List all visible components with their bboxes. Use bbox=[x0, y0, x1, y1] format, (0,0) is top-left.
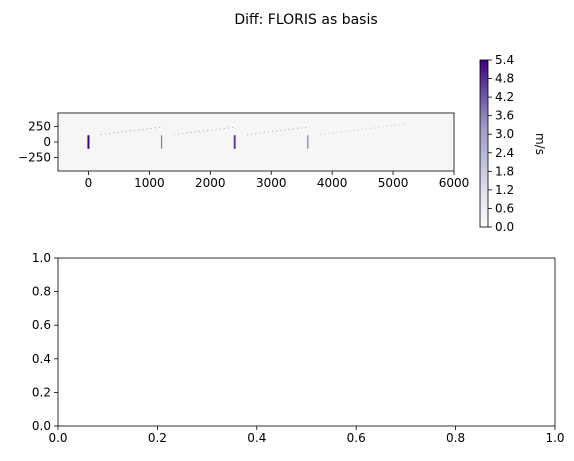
empty-axes: 0.0 0.2 0.4 0.6 0.8 1.0 0.0 0.2 0.4 0.6 0.8 1.0 bbox=[32, 251, 565, 445]
x-tick-label: 1000 bbox=[134, 176, 165, 190]
wake-trace bbox=[319, 123, 406, 136]
y-tick-label: −250 bbox=[18, 150, 51, 164]
colorbar-tick-label: 1.2 bbox=[495, 183, 514, 197]
colorbar-gradient bbox=[479, 59, 489, 228]
y-tick-label: 0.0 bbox=[32, 419, 51, 433]
colorbar-label: m/s bbox=[533, 133, 547, 155]
heatmap-background bbox=[58, 113, 454, 171]
y-tick-label: 0.4 bbox=[32, 352, 51, 366]
empty-axes-frame bbox=[57, 257, 556, 427]
wake-trace bbox=[246, 126, 308, 136]
colorbar-tick-label: 0.6 bbox=[495, 201, 514, 215]
colorbar-tick-label: 3.0 bbox=[495, 127, 514, 141]
heatmap-x-axis: 0 1000 2000 3000 4000 5000 6000 bbox=[85, 171, 470, 190]
wake-traces bbox=[100, 123, 406, 136]
colorbar-tick-label: 4.8 bbox=[495, 72, 514, 86]
x-tick-label: 0.6 bbox=[347, 431, 366, 445]
x-tick-label: 6000 bbox=[439, 176, 470, 190]
x-tick-label: 5000 bbox=[378, 176, 409, 190]
x-tick-label: 0.0 bbox=[48, 431, 67, 445]
x-tick-label: 2000 bbox=[195, 176, 226, 190]
y-tick-label: 0.8 bbox=[32, 285, 51, 299]
colorbar-tick-label: 2.4 bbox=[495, 146, 514, 160]
y-tick-label: 0.2 bbox=[32, 385, 51, 399]
colorbar-tick-label: 4.2 bbox=[495, 90, 514, 104]
x-tick-label: 0 bbox=[85, 176, 93, 190]
colorbar-ticks: 0.0 0.6 1.2 1.8 2.4 3.0 3.6 4.2 4.8 5.4 bbox=[488, 53, 514, 234]
wake-trace bbox=[173, 126, 235, 136]
x-tick-label: 0.4 bbox=[247, 431, 266, 445]
colorbar: 0.0 0.6 1.2 1.8 2.4 3.0 3.6 4.2 4.8 5.4 m/s bbox=[479, 53, 547, 234]
empty-axes-y-axis: 0.0 0.2 0.4 0.6 0.8 1.0 bbox=[32, 251, 58, 433]
y-tick-label: 0.6 bbox=[32, 318, 51, 332]
colorbar-tick-label: 3.6 bbox=[495, 109, 514, 123]
turbine-markers bbox=[87, 135, 309, 149]
colorbar-tick-label: 0.0 bbox=[495, 220, 514, 234]
figure-title: Diff: FLORIS as basis bbox=[234, 12, 377, 28]
x-tick-label: 1.0 bbox=[545, 431, 564, 445]
x-tick-label: 4000 bbox=[317, 176, 348, 190]
x-tick-label: 0.8 bbox=[446, 431, 465, 445]
wake-trace bbox=[100, 126, 162, 136]
y-tick-label: 0 bbox=[43, 135, 51, 149]
x-tick-label: 3000 bbox=[256, 176, 287, 190]
x-tick-label: 0.2 bbox=[148, 431, 167, 445]
y-tick-label: 250 bbox=[28, 120, 51, 134]
empty-axes-x-axis: 0.0 0.2 0.4 0.6 0.8 1.0 bbox=[48, 426, 565, 445]
colorbar-tick-label: 1.8 bbox=[495, 164, 514, 178]
y-tick-label: 1.0 bbox=[32, 251, 51, 265]
colorbar-tick-label: 5.4 bbox=[495, 53, 514, 67]
